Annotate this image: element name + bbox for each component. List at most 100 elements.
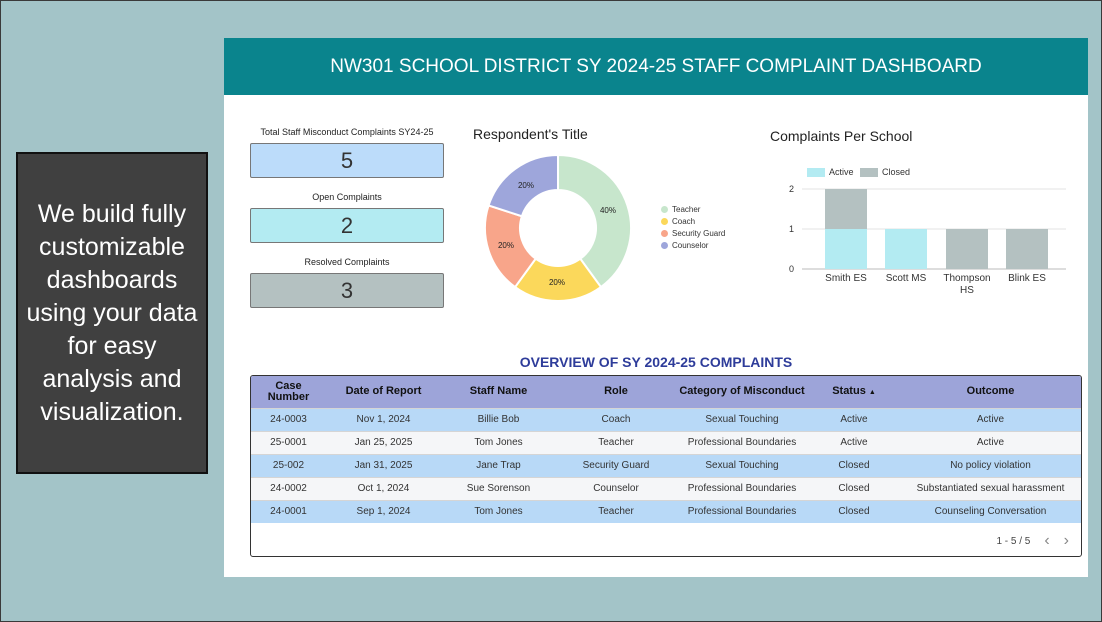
cell-date: Jan 25, 2025: [326, 430, 441, 454]
bar-legend-active-swatch: [807, 168, 825, 177]
cell-category: Sexual Touching: [676, 407, 808, 431]
cell-role: Coach: [556, 407, 676, 431]
kpi-open-value: 2: [340, 212, 354, 238]
cell-case-number: 24-0001: [251, 499, 326, 523]
col-category[interactable]: Category of Misconduct: [676, 376, 808, 408]
donut-slice-teacher[interactable]: [557, 153, 632, 289]
table-row[interactable]: 25-0001 Jan 25, 2025 Tom Jones Teacher Profe…: [251, 430, 1081, 454]
prev-page-icon[interactable]: ‹: [1044, 532, 1050, 549]
bar-smith-es-active[interactable]: [825, 229, 867, 269]
cell-category: Sexual Touching: [676, 453, 808, 477]
xtick-thompson-hs: Thompson: [943, 273, 990, 284]
donut-label-counselor: 20%: [518, 181, 534, 190]
donut-label-coach: 20%: [549, 278, 565, 287]
legend-teacher-dot: [661, 206, 668, 213]
cell-outcome: Active: [900, 430, 1081, 454]
promo-text: We build fully customizable dashboards u…: [26, 199, 198, 426]
legend-security-guard[interactable]: Security Guard: [661, 229, 725, 238]
table-title: OVERVIEW OF SY 2024-25 COMPLAINTS: [519, 354, 793, 370]
col-date-of-report[interactable]: Date of Report: [326, 376, 441, 408]
dashboard-title: NW301 SCHOOL DISTRICT SY 2024-25 STAFF C…: [330, 55, 982, 77]
legend-teacher-label: Teacher: [672, 205, 701, 214]
cell-case-number: 25-0001: [251, 430, 326, 454]
cell-status: Active: [808, 407, 900, 431]
bar-title: Complaints Per School: [770, 128, 913, 144]
cell-case-number: 24-0003: [251, 407, 326, 431]
cell-status: Closed: [808, 476, 900, 500]
legend-security-guard-dot: [661, 230, 668, 237]
col-case-number[interactable]: Case Number: [251, 376, 326, 408]
table-row[interactable]: 24-0001 Sep 1, 2024 Tom Jones Teacher Profes…: [251, 499, 1081, 523]
kpi-open-box[interactable]: 2: [250, 208, 444, 243]
legend-security-guard-label: Security Guard: [672, 229, 726, 238]
col-staff-name[interactable]: Staff Name: [441, 376, 556, 408]
cell-role: Security Guard: [556, 453, 676, 477]
cell-staff-name: Tom Jones: [441, 499, 556, 523]
cell-staff-name: Billie Bob: [441, 407, 556, 431]
cell-outcome: No policy violation: [900, 453, 1081, 477]
table-row[interactable]: 24-0002 Oct 1, 2024 Sue Sorenson Counselor P…: [251, 476, 1081, 500]
legend-counselor-dot: [661, 242, 668, 249]
donut-label-security-guard: 20%: [498, 241, 514, 250]
cell-role: Teacher: [556, 499, 676, 523]
table-row[interactable]: 24-0003 Nov 1, 2024 Billie Bob Coach Sexual …: [251, 407, 1081, 431]
col-status[interactable]: Status ▲: [808, 376, 900, 408]
cell-status: Closed: [808, 499, 900, 523]
legend-coach-label: Coach: [672, 217, 696, 226]
kpi-total-value: 5: [340, 147, 354, 173]
legend-counselor[interactable]: Counselor: [661, 241, 708, 250]
pagination-label: 1 - 5 / 5: [996, 535, 1031, 547]
ytick-0: 0: [789, 264, 794, 274]
cell-date: Sep 1, 2024: [326, 499, 441, 523]
cell-outcome: Counseling Conversation: [900, 499, 1081, 523]
ytick-2: 2: [789, 184, 794, 194]
ytick-1: 1: [789, 224, 794, 234]
cell-status: Closed: [808, 453, 900, 477]
cell-status: Active: [808, 430, 900, 454]
kpi-resolved-box[interactable]: 3: [250, 273, 444, 308]
cell-category: Professional Boundaries: [676, 430, 808, 454]
table-header-row: Case Number Date of Report Staff Name Rol…: [251, 376, 1081, 408]
legend-coach[interactable]: Coach: [661, 217, 695, 226]
sort-asc-icon: ▲: [868, 388, 876, 396]
bar-smith-es-closed[interactable]: [825, 189, 867, 229]
pagination: 1 - 5 / 5 ‹ ›: [996, 532, 1069, 550]
next-page-icon[interactable]: ›: [1063, 532, 1069, 549]
cell-date: Nov 1, 2024: [326, 407, 441, 431]
col-outcome[interactable]: Outcome: [900, 376, 1081, 408]
dashboard-header: NW301 SCHOOL DISTRICT SY 2024-25 STAFF C…: [224, 38, 1088, 95]
legend-coach-dot: [661, 218, 668, 225]
promo-box: We build fully customizable dashboards u…: [16, 152, 208, 474]
bar-legend-closed-swatch: [860, 168, 878, 177]
cell-category: Professional Boundaries: [676, 499, 808, 523]
cell-category: Professional Boundaries: [676, 476, 808, 500]
donut-slice-counselor[interactable]: [487, 153, 559, 218]
donut-chart[interactable]: 40% 20% 20% 20%: [478, 148, 638, 308]
cell-date: Oct 1, 2024: [326, 476, 441, 500]
dashboard: NW301 SCHOOL DISTRICT SY 2024-25 STAFF C…: [224, 38, 1088, 577]
cell-outcome: Active: [900, 407, 1081, 431]
bar-blink-es-closed[interactable]: [1006, 229, 1048, 269]
table-row[interactable]: 25-002 Jan 31, 2025 Jane Trap Security Guar…: [251, 453, 1081, 477]
xtick-smith-es: Smith ES: [825, 273, 867, 284]
bar-legend-closed-label: Closed: [882, 167, 910, 177]
bar-thompson-hs-closed[interactable]: [946, 229, 988, 269]
cell-role: Counselor: [556, 476, 676, 500]
xtick-thompson-hs-line2: HS: [960, 285, 974, 296]
cell-case-number: 25-002: [251, 453, 326, 477]
cell-staff-name: Jane Trap: [441, 453, 556, 477]
cell-staff-name: Sue Sorenson: [441, 476, 556, 500]
cell-date: Jan 31, 2025: [326, 453, 441, 477]
legend-teacher[interactable]: Teacher: [661, 205, 700, 214]
cell-case-number: 24-0002: [251, 476, 326, 500]
kpi-resolved-value: 3: [340, 277, 354, 303]
kpi-total-label: Total Staff Misconduct Complaints SY24-2…: [260, 127, 434, 137]
xtick-scott-ms: Scott MS: [886, 273, 927, 284]
xtick-blink-es: Blink ES: [1008, 273, 1046, 284]
donut-title: Respondent's Title: [473, 126, 588, 142]
bar-chart[interactable]: Active Closed 0 1 2 Smith ES Scott MS Th…: [774, 160, 1074, 310]
bar-scott-ms-active[interactable]: [885, 229, 927, 269]
col-role[interactable]: Role: [556, 376, 676, 408]
cell-staff-name: Tom Jones: [441, 430, 556, 454]
kpi-total-box[interactable]: 5: [250, 143, 444, 178]
